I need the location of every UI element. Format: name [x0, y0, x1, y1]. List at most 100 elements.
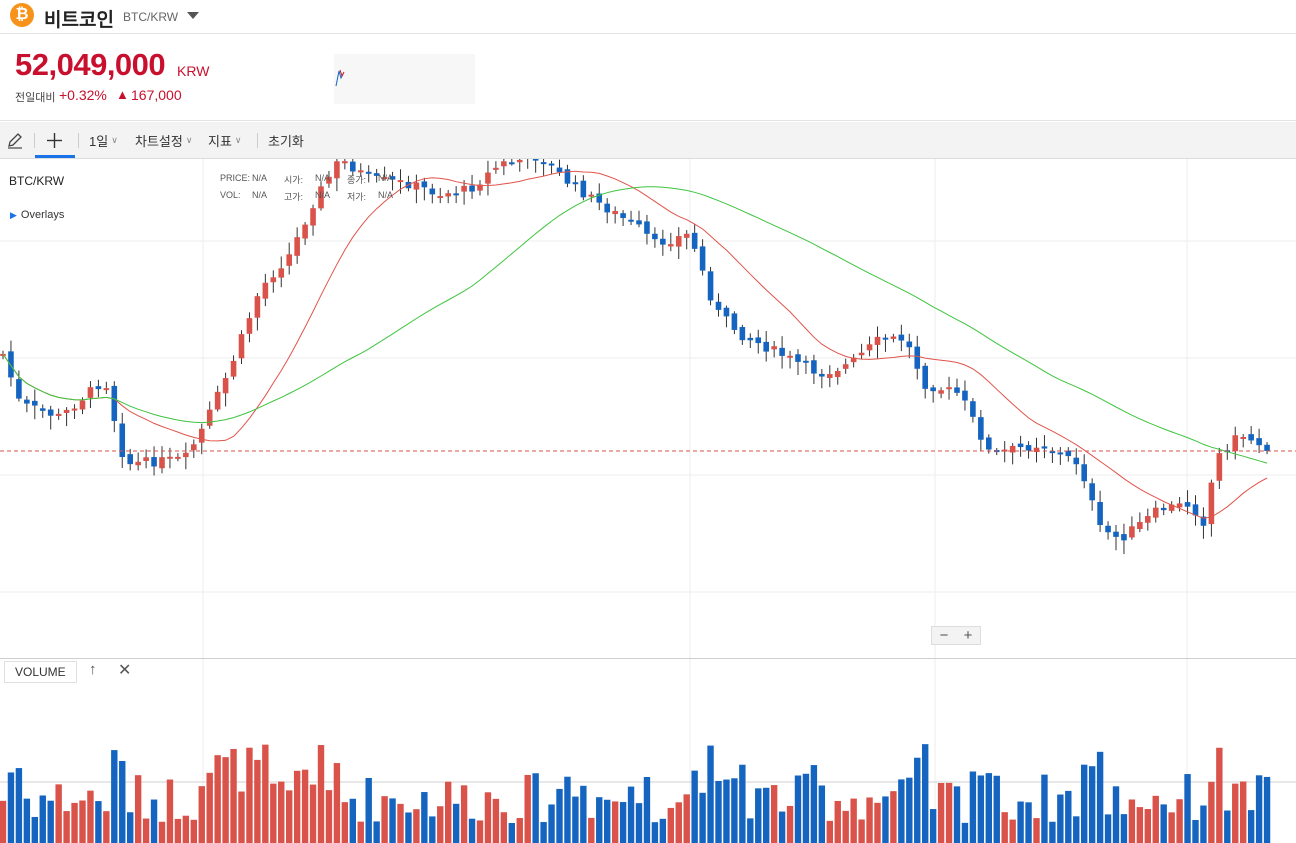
candle-body — [357, 170, 364, 173]
candle-body — [548, 163, 555, 166]
change-label: 전일대비 — [15, 92, 56, 104]
volume-bar — [0, 800, 7, 843]
candle-body — [477, 184, 483, 191]
chart-area[interactable]: BTC/KRW ▶ Overlays PRICE: N/A 시가: N/A 종가:… — [0, 159, 1296, 843]
indicators-menu[interactable]: 지표 ∨ — [208, 122, 242, 159]
volume-bar — [834, 800, 841, 843]
volume-label: VOLUME — [4, 661, 77, 683]
volume-bar — [739, 764, 746, 843]
candle-body — [151, 457, 157, 467]
candle-body — [469, 185, 475, 192]
candle-body — [882, 337, 889, 340]
candle-body — [858, 352, 865, 356]
pencil-icon[interactable] — [6, 122, 24, 159]
close-icon[interactable]: ✕ — [118, 662, 132, 679]
info-price-label: PRICE: — [220, 173, 251, 183]
reset-button[interactable]: 초기화 — [268, 134, 304, 149]
candle-body — [715, 301, 722, 310]
candle-body — [286, 254, 292, 266]
candle-body — [962, 390, 968, 401]
candle-body — [294, 237, 300, 256]
arrow-up-icon[interactable]: ↑ — [89, 661, 97, 678]
candle-body — [731, 313, 738, 330]
volume-bar — [858, 819, 865, 843]
indicators-label: 지표 — [208, 134, 232, 149]
candle-body — [1264, 444, 1270, 451]
candle-body — [198, 428, 205, 443]
candle-body — [8, 351, 14, 378]
change-percent: +0.32% — [59, 87, 107, 103]
volume-bar — [309, 784, 317, 843]
price-chart-svg[interactable] — [0, 159, 1296, 843]
candle-body — [127, 454, 133, 465]
volume-bar — [770, 785, 778, 843]
volume-bar — [1088, 766, 1096, 843]
volume-bar — [1096, 751, 1104, 843]
candle-body — [691, 232, 698, 249]
volume-bar — [914, 757, 921, 843]
mini-sparkline — [334, 54, 475, 104]
candle-body — [1065, 450, 1072, 457]
zoom-out-button[interactable]: − — [939, 627, 949, 644]
candle-body — [675, 236, 682, 247]
volume-bar — [850, 798, 857, 843]
interval-label: 1일 — [89, 134, 109, 149]
active-tool-indicator — [35, 155, 75, 158]
caret-down-icon[interactable] — [187, 12, 199, 19]
candle-body — [485, 172, 491, 184]
candle-body — [16, 379, 22, 399]
volume-bar — [87, 790, 94, 843]
volume-bar — [699, 792, 706, 843]
candle-body — [516, 159, 523, 163]
volume-bar — [190, 819, 197, 843]
candle-body — [795, 354, 801, 362]
candle-body — [167, 456, 173, 459]
candle-body — [0, 353, 6, 356]
volume-bar — [969, 771, 977, 843]
chart-settings-menu[interactable]: 차트설정 ∨ — [135, 122, 192, 159]
candle-body — [238, 334, 245, 359]
overlays-toggle[interactable]: ▶ Overlays — [10, 209, 64, 221]
volume-pane-divider[interactable] — [0, 658, 1296, 659]
candle-body — [111, 385, 118, 421]
candle-body — [32, 400, 38, 406]
volume-bar — [619, 802, 627, 843]
volume-bar — [731, 778, 738, 843]
candle-body — [1145, 516, 1151, 523]
candle-body — [55, 413, 62, 416]
zoom-in-button[interactable]: + — [963, 627, 973, 644]
candle-body — [310, 208, 316, 226]
candle-body — [421, 181, 428, 188]
volume-bar — [413, 809, 420, 843]
candle-body — [564, 169, 571, 184]
volume-bar — [349, 798, 356, 843]
volume-bar — [238, 791, 245, 843]
info-open-value: N/A — [315, 173, 331, 183]
candle-body — [342, 161, 348, 164]
volume-bar — [564, 776, 571, 843]
volume-bar — [683, 794, 690, 843]
volume-bar — [540, 822, 547, 843]
candle-body — [1105, 525, 1111, 533]
volume-bar — [643, 777, 651, 843]
volume-bar — [7, 772, 15, 843]
candle-body — [47, 409, 54, 416]
candle-body — [842, 364, 849, 369]
volume-bar — [627, 786, 635, 843]
volume-bar — [937, 783, 945, 843]
volume-bar — [611, 801, 619, 843]
candle-body — [254, 296, 261, 318]
interval-select[interactable]: 1일 ∨ — [89, 122, 118, 159]
volume-bar — [484, 792, 492, 843]
info-high-label: 고가: — [284, 192, 304, 202]
candle-body — [71, 408, 78, 411]
crosshair-icon[interactable] — [46, 122, 63, 159]
candle-body — [580, 180, 587, 198]
candle-body — [79, 400, 86, 410]
volume-bar — [182, 815, 190, 843]
candle-body — [214, 391, 221, 410]
candle-body — [636, 220, 642, 225]
candle-body — [906, 341, 913, 348]
candle-body — [1113, 531, 1119, 537]
header-bar: ₿ 비트코인 BTC/KRW — [0, 0, 1296, 34]
